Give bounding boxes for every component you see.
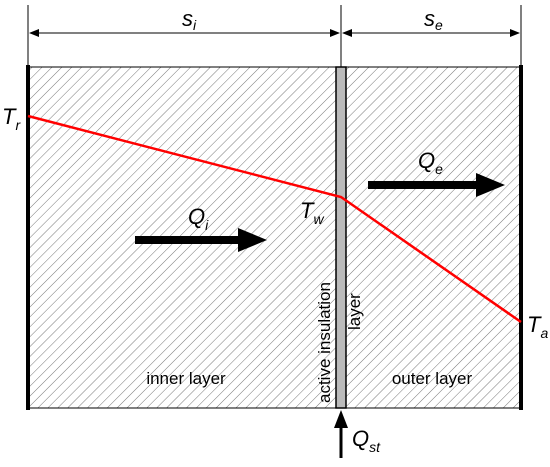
subscript: i — [193, 17, 197, 33]
temp-label: Tw — [300, 198, 324, 227]
symbol: Q — [188, 204, 205, 229]
symbol: T — [300, 198, 315, 223]
subscript: e — [435, 17, 443, 33]
heat-arrow-head — [334, 410, 348, 428]
flow-label: Qst — [352, 426, 381, 455]
dim-label: si — [182, 6, 197, 33]
subscript: a — [540, 325, 548, 341]
subscript: r — [15, 117, 21, 133]
symbol: T — [527, 312, 542, 337]
region-label: inner layer — [146, 369, 226, 388]
insulation-layer — [335, 66, 347, 409]
subscript: i — [205, 217, 209, 233]
region-label: layer — [345, 293, 364, 330]
temperature-profile — [27, 114, 522, 324]
temp-label: Ta — [527, 312, 548, 341]
heat-arrow-head — [476, 173, 505, 197]
subscript: st — [369, 439, 381, 455]
region-label: active insulation — [315, 282, 334, 403]
heat-arrow-head — [238, 228, 267, 252]
temp-label: Tr — [2, 104, 21, 133]
symbol: s — [182, 6, 193, 31]
dim-label: se — [424, 6, 443, 33]
wall-hatch — [28, 67, 521, 408]
subscript: w — [313, 211, 324, 227]
symbol: Q — [352, 426, 369, 451]
flow-label: Qi — [188, 204, 209, 233]
symbol: s — [424, 6, 435, 31]
region-label: outer layer — [392, 369, 473, 388]
flow-label: Qe — [418, 148, 443, 177]
symbol: T — [2, 104, 17, 129]
subscript: e — [435, 161, 443, 177]
symbol: Q — [418, 148, 435, 173]
